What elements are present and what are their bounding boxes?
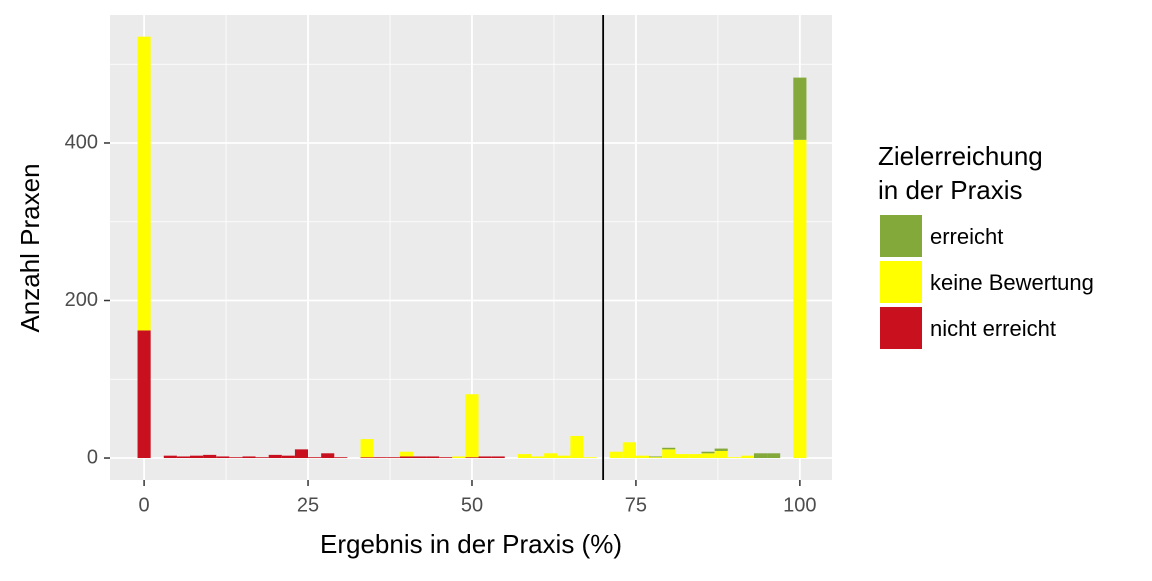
histogram-segment <box>701 453 715 459</box>
histogram-segment <box>281 455 295 459</box>
histogram-segment <box>439 457 453 459</box>
histogram-segment <box>740 455 754 459</box>
histogram-segment <box>321 453 335 459</box>
histogram-segment <box>478 456 492 459</box>
histogram-segment <box>767 453 781 459</box>
histogram-segment <box>216 456 230 459</box>
histogram-segment <box>609 451 623 459</box>
histogram-segment <box>452 456 466 459</box>
x-tick-label: 25 <box>297 494 319 516</box>
legend-label: erreicht <box>930 224 1003 249</box>
x-tick-label: 100 <box>783 494 816 516</box>
legend-label: keine Bewertung <box>930 270 1094 295</box>
histogram-segment <box>491 456 505 459</box>
histogram-segment <box>688 454 702 459</box>
histogram-segment <box>622 442 636 459</box>
x-tick-label: 50 <box>461 494 483 516</box>
histogram-segment <box>517 454 532 459</box>
histogram-segment <box>426 456 440 459</box>
histogram-segment <box>635 455 650 459</box>
histogram-segment <box>137 330 151 459</box>
histogram-segment <box>399 456 413 459</box>
histogram-segment <box>714 450 728 459</box>
histogram-segment <box>465 394 479 458</box>
histogram-segment <box>701 451 715 454</box>
histogram-segment <box>229 457 243 459</box>
x-tick-label: 0 <box>139 494 150 516</box>
legend-key <box>880 261 922 303</box>
histogram-segment <box>268 454 282 459</box>
histogram-segment <box>649 457 663 459</box>
histogram-segment <box>531 456 545 459</box>
histogram-segment <box>662 449 676 459</box>
histogram-segment <box>163 455 177 459</box>
x-axis-title: Ergebnis in der Praxis (%) <box>320 529 622 559</box>
histogram-segment <box>583 457 597 459</box>
histogram-segment <box>714 448 728 451</box>
histogram-segment <box>334 457 348 459</box>
histogram-segment <box>412 456 427 459</box>
histogram-segment <box>557 455 571 459</box>
legend-label: nicht erreicht <box>930 316 1056 341</box>
histogram-segment <box>242 456 256 459</box>
y-axis-title: Anzahl Praxen <box>15 163 45 332</box>
histogram-segment <box>753 453 768 459</box>
legend-key <box>880 307 922 349</box>
histogram-segment <box>662 447 676 450</box>
histogram-segment <box>399 451 413 457</box>
histogram-segment <box>137 36 151 331</box>
histogram-segment <box>373 457 387 459</box>
histogram-segment <box>544 453 558 459</box>
histogram-segment <box>727 457 741 459</box>
legend-key <box>880 215 922 257</box>
legend-title: in der Praxis <box>878 175 1023 205</box>
histogram-segment <box>360 439 374 458</box>
y-tick-label: 400 <box>65 131 98 153</box>
histogram-segment <box>203 454 217 459</box>
x-tick-label: 75 <box>625 494 647 516</box>
histogram-segment <box>675 454 689 459</box>
histogram-segment <box>386 457 400 459</box>
legend-title: Zielerreichung <box>878 141 1043 171</box>
histogram-segment <box>360 457 374 459</box>
histogram-segment <box>649 456 663 458</box>
histogram-segment <box>308 457 322 459</box>
histogram-segment <box>294 449 309 459</box>
histogram-segment <box>176 456 191 459</box>
y-tick-label: 200 <box>65 289 98 311</box>
y-tick-label: 0 <box>87 446 98 468</box>
histogram-segment <box>190 455 204 459</box>
histogram-segment <box>793 77 807 140</box>
histogram-segment <box>570 435 584 459</box>
histogram-segment <box>465 457 479 459</box>
histogram-segment <box>793 139 807 459</box>
histogram-segment <box>255 457 269 459</box>
